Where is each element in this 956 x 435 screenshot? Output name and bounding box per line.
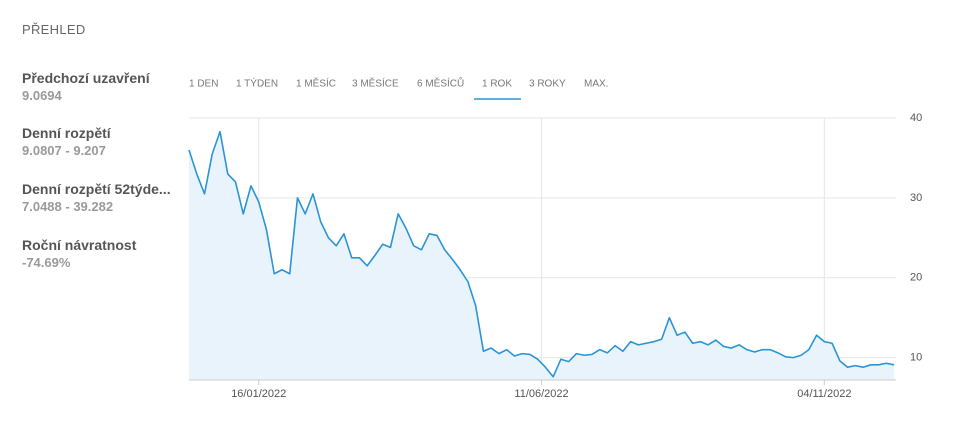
stat: Roční návratnost -74.69% [22,237,136,270]
area [189,131,895,380]
x-tick-label: 04/11/2022 [797,388,851,400]
stat-label: Denní rozpětí [22,125,111,141]
range-tab[interactable]: 3 MĚSÍCE [352,77,399,90]
section-title: PŘEHLED [22,22,86,37]
stat-label: Roční návratnost [22,237,137,253]
y-tick-label: 20 [910,272,922,284]
y-tick-label: 40 [910,112,922,124]
y-tick-label: 30 [910,192,922,204]
stat: Denní rozpětí 52týde... 7.0488 - 39.282 [22,181,171,214]
range-tab[interactable]: 3 ROKY [529,79,566,90]
price-line [188,130,895,378]
range-tab[interactable]: 6 MĚSÍCŮ [417,77,464,90]
range-tab[interactable]: 1 ROK [482,79,512,90]
stat: Denní rozpětí 9.0807 - 9.207 [22,125,111,158]
range-tab[interactable]: MAX. [584,79,608,90]
stat-value: 9.0694 [22,88,62,103]
range-tab[interactable]: 1 TÝDEN [236,77,278,90]
range-tab[interactable]: 1 DEN [189,79,218,90]
y-tick-label: 10 [910,352,922,364]
x-tick-label: 11/06/2022 [514,388,568,400]
stat-label: Předchozí uzavření [22,70,150,86]
stat-value: 9.0807 - 9.207 [22,143,106,158]
stat-value: -74.69% [22,255,71,270]
stat-label: Denní rozpětí 52týde... [22,181,171,197]
stat: Předchozí uzavření 9.0694 [22,70,150,103]
range-tab[interactable]: 1 MĚSÍC [296,77,336,90]
stat-value: 7.0488 - 39.282 [22,199,114,214]
x-tick-label: 16/01/2022 [231,388,286,400]
